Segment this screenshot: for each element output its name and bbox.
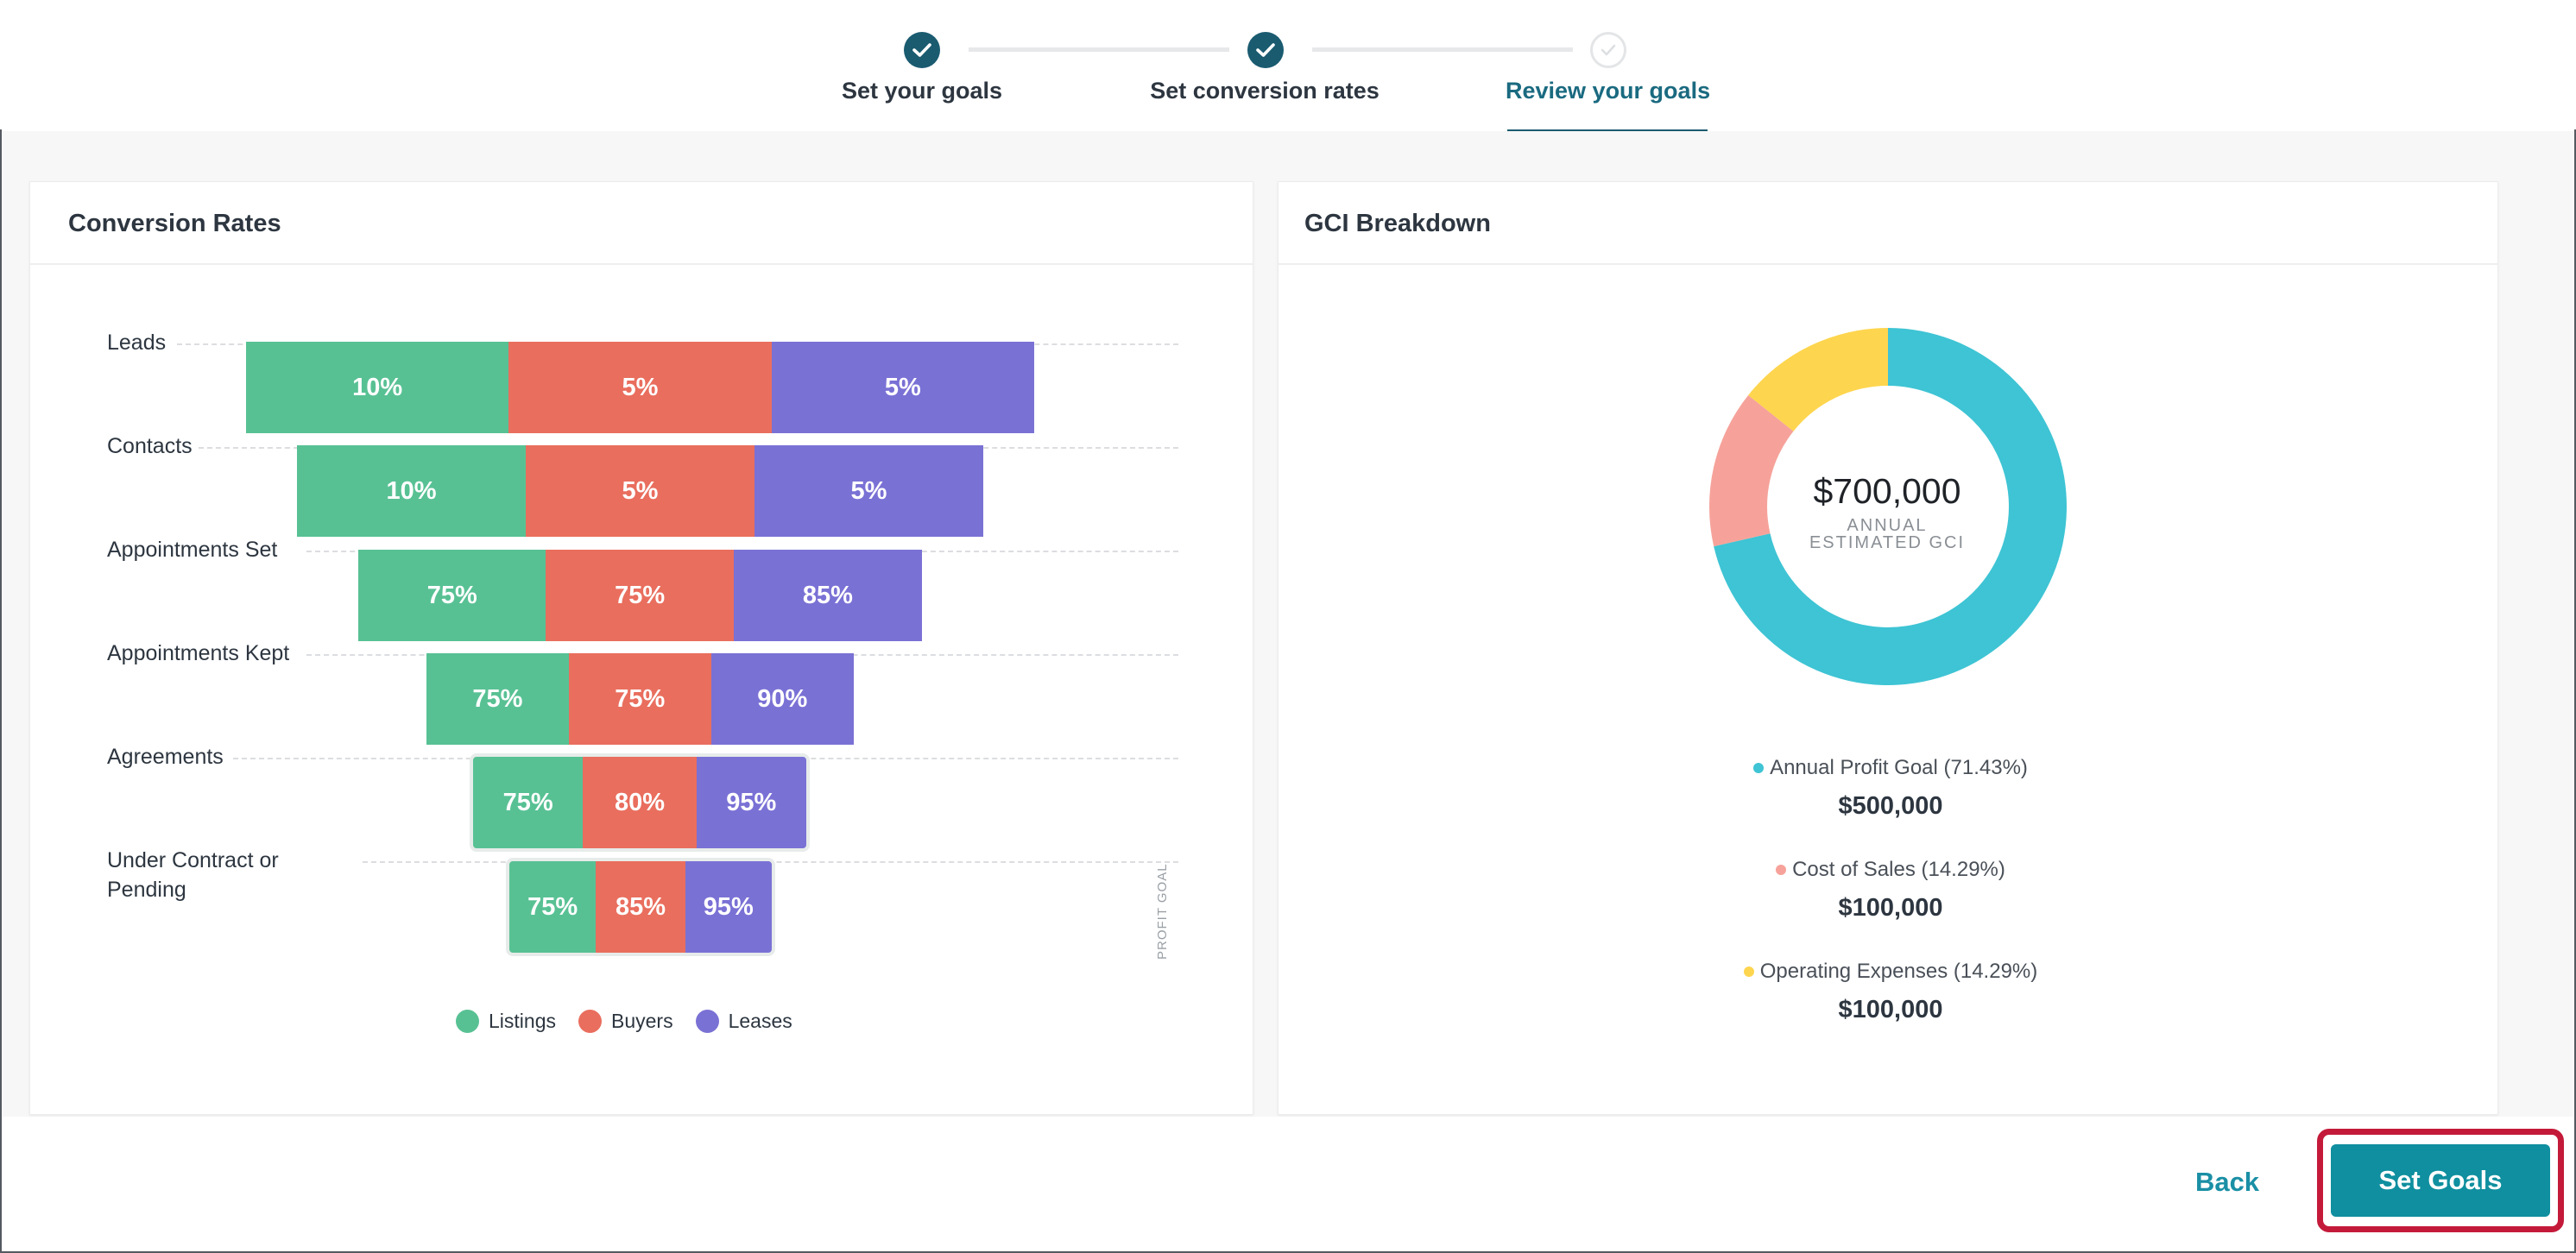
leases-dot-icon: [695, 1010, 719, 1033]
legend-item-listings: Listings: [456, 1010, 556, 1033]
gci-donut-chart: [1709, 328, 2067, 685]
legend-item-buyers: Buyers: [578, 1010, 673, 1033]
legend-label: Buyers: [610, 1010, 673, 1032]
funnel-segment-buyers[interactable]: 75%: [568, 653, 711, 745]
set-goals-button[interactable]: Set Goals: [2331, 1144, 2550, 1217]
legend-label: Listings: [489, 1010, 556, 1032]
funnel-segment-listings[interactable]: 10%: [297, 445, 526, 537]
donut-total-amount: $700,000: [1813, 471, 1961, 511]
funnel-segment-buyers[interactable]: 85%: [596, 861, 685, 953]
gci-item-amount: $500,000: [1838, 792, 1943, 820]
step-1-complete-icon[interactable]: [904, 32, 940, 68]
step-label-set-goals[interactable]: Set your goals: [841, 78, 1003, 104]
progress-stepper: Set your goals Set conversion rates Revi…: [0, 0, 2576, 135]
step-label-review-goals[interactable]: Review your goals: [1506, 78, 1711, 104]
step-3-pending-icon[interactable]: [1590, 32, 1626, 68]
funnel-row-label: Appointments Kept: [107, 641, 290, 665]
donut-slice-cost-of-sales[interactable]: [1709, 394, 1794, 547]
highlight-outline: [2317, 1129, 2564, 1232]
gci-breakdown-title: GCI Breakdown: [1279, 182, 2497, 265]
funnel-bar: 75% 80% 95%: [470, 753, 810, 852]
gci-item-label: Operating Expenses (14.29%): [1759, 960, 2038, 983]
step-connector: [1312, 47, 1573, 52]
cost-of-sales-dot-icon: [1776, 865, 1787, 875]
step-2-complete-icon[interactable]: [1247, 32, 1284, 68]
donut-slice-operating-expenses[interactable]: [1748, 328, 1888, 431]
funnel-segment-listings[interactable]: 10%: [246, 342, 509, 433]
funnel-bar: 75% 85% 95%: [506, 858, 775, 956]
funnel-bar: 75% 75% 90%: [426, 653, 854, 745]
funnel-segment-leases[interactable]: 90%: [710, 653, 854, 745]
back-button[interactable]: Back: [2175, 1156, 2279, 1208]
donut-sub-annual: ANNUAL: [1847, 516, 1928, 535]
funnel-segment-leases[interactable]: 95%: [696, 757, 806, 848]
conversion-rates-title: Conversion Rates: [30, 182, 1253, 265]
gci-item-profit-goal: Annual Profit Goal (71.43%) $500,000: [1632, 756, 2150, 821]
funnel-segment-leases[interactable]: 5%: [771, 342, 1034, 433]
funnel-segment-listings[interactable]: 75%: [358, 550, 546, 641]
gci-item-label: Cost of Sales (14.29%): [1792, 858, 2005, 881]
gci-item-amount: $100,000: [1838, 894, 1943, 922]
funnel-segment-buyers[interactable]: 5%: [526, 445, 754, 537]
donut-center-label: $700,000 ANNUAL ESTIMATED GCI: [1761, 471, 2013, 551]
funnel-segment-leases[interactable]: 95%: [685, 861, 772, 953]
gci-item-operating-expenses: Operating Expenses (14.29%) $100,000: [1632, 960, 2150, 1024]
conversion-rates-card: Conversion Rates: [29, 181, 1253, 1115]
buyers-dot-icon: [578, 1010, 602, 1033]
funnel-row-label: Under Contract or Pending: [107, 848, 279, 902]
funnel-segment-buyers[interactable]: 5%: [508, 342, 772, 433]
operating-expenses-dot-icon: [1743, 967, 1754, 977]
funnel-bar: 10% 5% 5%: [297, 445, 983, 537]
footer-bar: [2, 1117, 2574, 1251]
funnel-legend: Listings Buyers Leases: [456, 1010, 815, 1033]
funnel-segment-listings[interactable]: 75%: [509, 861, 597, 953]
donut-slice-profit-goal[interactable]: [1714, 328, 2067, 685]
funnel-segment-leases[interactable]: 5%: [754, 445, 983, 537]
gci-item-amount: $100,000: [1838, 996, 1943, 1023]
step-connector: [969, 47, 1229, 52]
funnel-segment-listings[interactable]: 75%: [426, 653, 569, 745]
funnel-segment-listings[interactable]: 75%: [473, 757, 584, 848]
funnel-segment-buyers[interactable]: 80%: [583, 757, 697, 848]
profit-goal-label: PROFIT GOAL: [1155, 863, 1170, 960]
legend-item-leases: Leases: [695, 1010, 792, 1033]
funnel-row-label: Agreements: [107, 745, 224, 769]
funnel-segment-buyers[interactable]: 75%: [546, 550, 734, 641]
listings-dot-icon: [456, 1010, 479, 1033]
funnel-row-label: Leads: [107, 331, 167, 355]
funnel-segment-leases[interactable]: 85%: [733, 550, 922, 641]
funnel-bar: 10% 5% 5%: [246, 342, 1034, 433]
donut-sub-estimated: ESTIMATED GCI: [1809, 533, 1966, 552]
gci-item-label: Annual Profit Goal (71.43%): [1770, 756, 2028, 779]
gci-item-cost-of-sales: Cost of Sales (14.29%) $100,000: [1632, 858, 2150, 922]
step-label-set-conversion-rates[interactable]: Set conversion rates: [1150, 78, 1380, 104]
funnel-bar: 75% 75% 85%: [358, 550, 922, 641]
funnel-row-label: Contacts: [107, 434, 193, 458]
profit-goal-dot-icon: [1753, 763, 1765, 773]
funnel-row-label: Appointments Set: [107, 538, 278, 562]
legend-label: Leases: [728, 1010, 792, 1032]
